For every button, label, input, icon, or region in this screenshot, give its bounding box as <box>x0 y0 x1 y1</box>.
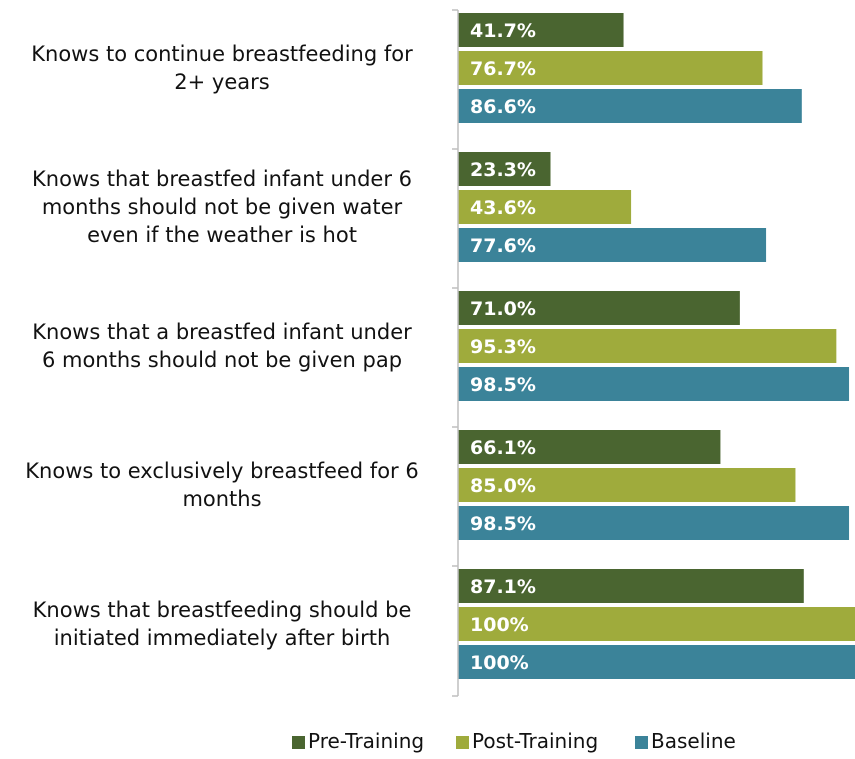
category-label: Knows that breastfeeding should be initia… <box>33 598 412 650</box>
bar-post-training-1 <box>458 51 763 85</box>
bars-layer: 41.7% 76.7% 86.6% 23.3% 43.6% 77.6% 71.0% 95.3%… <box>458 13 855 679</box>
data-label: 76.7% <box>470 58 536 80</box>
legend-swatch <box>456 736 469 749</box>
bar-pre-training-1 <box>458 13 624 47</box>
bar-post-training-2 <box>458 190 632 224</box>
data-label: 66.1% <box>470 437 536 459</box>
data-label: 98.5% <box>470 513 536 535</box>
data-label: 95.3% <box>470 336 536 358</box>
legend-label: Baseline <box>651 729 736 753</box>
data-label: 85.0% <box>470 475 536 497</box>
category-labels: Knows to continue breastfeeding for 2+ ye… <box>25 42 418 650</box>
bar-pre-training-2 <box>458 152 551 186</box>
bar-pre-training-5 <box>458 569 804 603</box>
bar-baseline-2 <box>458 228 767 262</box>
legend: Pre-Training Post-Training Baseline <box>292 729 736 753</box>
bar-post-training-3 <box>458 329 837 363</box>
data-label: 43.6% <box>470 197 536 219</box>
data-label: 98.5% <box>470 374 536 396</box>
legend-label: Pre-Training <box>308 729 424 753</box>
data-label: 100% <box>470 652 529 674</box>
bar-baseline-1 <box>458 89 802 123</box>
data-label: 71.0% <box>470 298 536 320</box>
legend-swatch <box>292 736 305 749</box>
data-label: 77.6% <box>470 235 536 257</box>
category-axis <box>452 9 459 697</box>
bar-baseline-3 <box>458 367 850 401</box>
data-label: 41.7% <box>470 20 536 42</box>
category-label: Knows that breastfed infant under 6 month… <box>32 167 412 247</box>
legend-swatch <box>635 736 648 749</box>
bar-baseline-5 <box>458 645 855 679</box>
bar-pre-training-4 <box>458 430 721 464</box>
bar-post-training-4 <box>458 468 796 502</box>
category-label: Knows to continue breastfeeding for 2+ ye… <box>31 42 413 94</box>
legend-label: Post-Training <box>472 729 598 753</box>
data-label: 86.6% <box>470 96 536 118</box>
data-label: 23.3% <box>470 159 536 181</box>
bar-post-training-5 <box>458 607 855 641</box>
category-label: Knows that a breastfed infant under 6 mon… <box>32 320 412 372</box>
data-label: 87.1% <box>470 576 536 598</box>
bar-baseline-4 <box>458 506 850 540</box>
category-label: Knows to exclusively breastfeed for 6 mon… <box>25 459 418 511</box>
data-label: 100% <box>470 614 529 636</box>
bar-pre-training-3 <box>458 291 740 325</box>
